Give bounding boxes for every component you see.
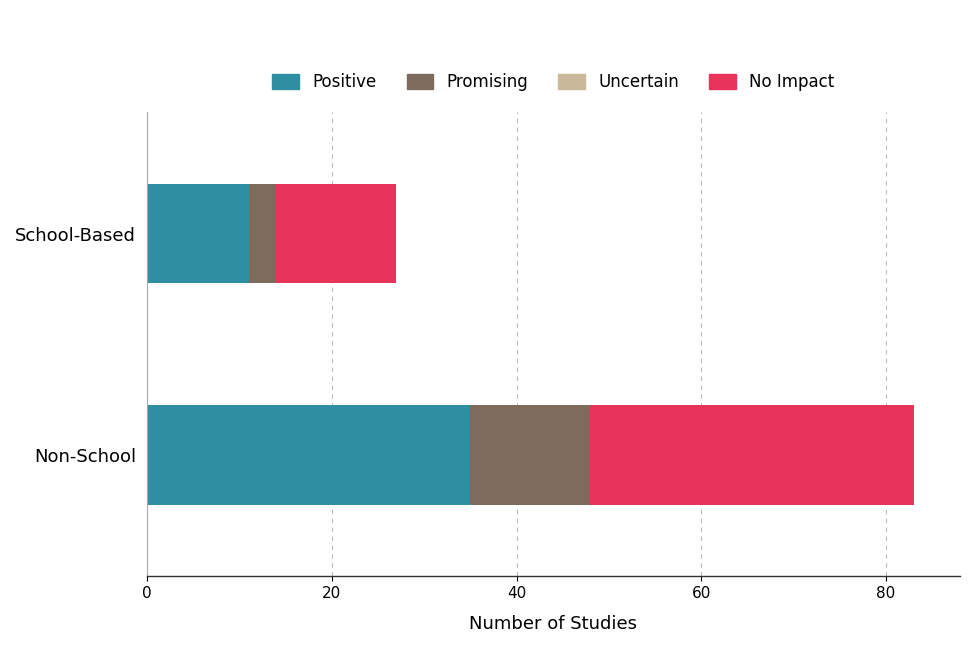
Bar	[470, 405, 591, 505]
Bar	[591, 405, 914, 505]
Bar	[276, 184, 397, 283]
Legend: Positive, Promising, Uncertain, No Impact: Positive, Promising, Uncertain, No Impac…	[264, 65, 842, 99]
Bar	[147, 184, 249, 283]
Bar	[249, 184, 276, 283]
X-axis label: Number of Studies: Number of Studies	[470, 615, 638, 633]
Bar	[147, 405, 470, 505]
